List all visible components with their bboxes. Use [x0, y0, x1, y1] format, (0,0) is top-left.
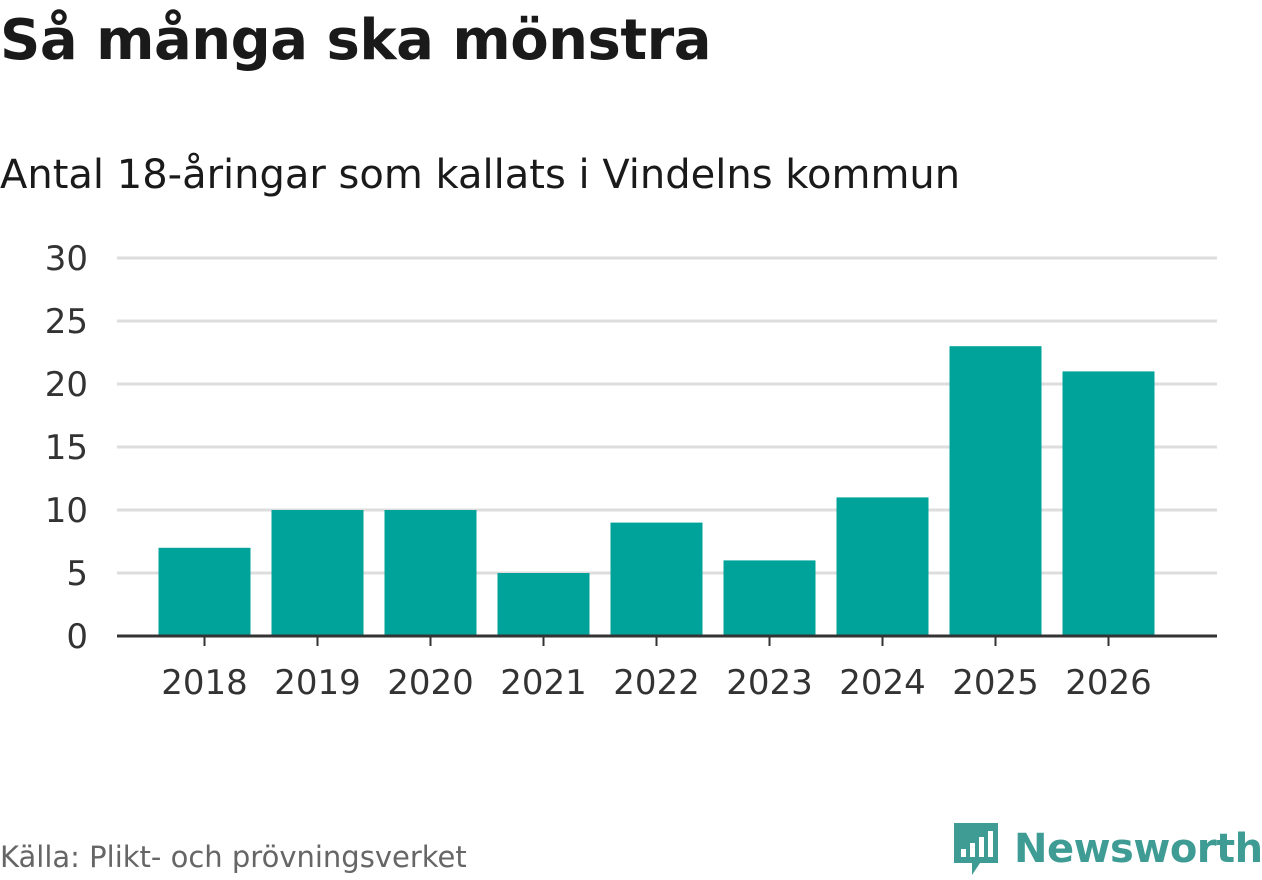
bar-2023 — [723, 560, 816, 636]
bar-2019 — [271, 510, 364, 636]
y-tick-label-5: 5 — [66, 554, 88, 594]
bar-2018 — [158, 547, 251, 636]
x-tick-label-2022: 2022 — [613, 663, 700, 703]
bar-2025 — [949, 346, 1042, 636]
bar-2026 — [1062, 371, 1155, 636]
y-tick-label-30: 30 — [45, 239, 88, 279]
chart-title: Så många ska mönstra — [0, 8, 712, 73]
x-tick-label-2021: 2021 — [500, 663, 587, 703]
y-tick-label-0: 0 — [66, 617, 88, 657]
x-tick-label-2023: 2023 — [726, 663, 813, 703]
y-tick-label-20: 20 — [45, 365, 88, 405]
x-tick-label-2025: 2025 — [952, 663, 1039, 703]
bar-2024 — [836, 497, 929, 636]
x-axis-ticks: 2018 2019 2020 2021 2022 2023 2024 2025 2026 — [161, 636, 1152, 703]
brand-name: Newsworthy — [1014, 826, 1262, 872]
y-tick-label-15: 15 — [45, 428, 88, 468]
x-tick-label-2018: 2018 — [161, 663, 248, 703]
x-tick-label-2020: 2020 — [387, 663, 474, 703]
x-tick-label-2026: 2026 — [1065, 663, 1152, 703]
bar-chart-shield-icon — [954, 823, 998, 875]
y-axis-ticks: 0 5 10 15 20 25 30 — [45, 239, 88, 657]
source-note: Källa: Plikt- och prövningsverket — [0, 840, 467, 874]
y-tick-label-25: 25 — [45, 302, 88, 342]
bar-2020 — [384, 510, 477, 636]
chart-subtitle: Antal 18-åringar som kallats i Vindelns … — [0, 152, 961, 198]
x-tick-label-2019: 2019 — [274, 663, 361, 703]
brand-logo: Newsworthy — [950, 818, 1262, 880]
x-tick-label-2024: 2024 — [839, 663, 926, 703]
bar-2021 — [497, 573, 590, 636]
y-tick-label-10: 10 — [45, 491, 88, 531]
bar-2022 — [610, 522, 703, 636]
bars — [158, 346, 1155, 636]
